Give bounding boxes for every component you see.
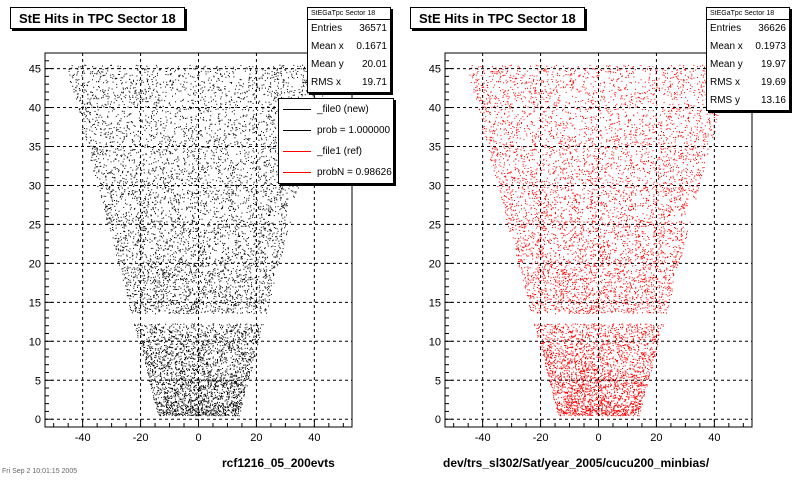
x-tick-label: 20 xyxy=(650,432,662,444)
x-tick-label: 0 xyxy=(195,432,201,444)
y-tick-label: 5 xyxy=(35,375,41,387)
x-tick-label: -40 xyxy=(475,432,491,444)
y-tick-label: 0 xyxy=(35,414,41,426)
right-stats-header: StEGaTpc Sector 18 xyxy=(707,8,789,20)
y-tick-label: 25 xyxy=(29,219,41,231)
axes: -40 -20 0 20 40 0 5 10 15 20 25 30 35 40 45 xyxy=(429,60,744,444)
y-tick-label: 20 xyxy=(429,258,441,270)
right-stats-meany: Mean y 19.97 xyxy=(710,59,786,70)
x-tick-label: 20 xyxy=(250,432,262,444)
x-tick-label: 0 xyxy=(595,432,601,444)
y-tick-label: 40 xyxy=(29,103,41,115)
left-chart-title: StE Hits in TPC Sector 18 xyxy=(10,7,185,29)
legend-entry-prob: prob = 1.000000 xyxy=(279,120,393,141)
left-stats-rmsx: RMS x 19.71 xyxy=(311,77,387,88)
grid xyxy=(445,53,752,427)
x-tick-label: 40 xyxy=(708,432,720,444)
left-stats-box: StEGaTpc Sector 18 Entries 36571 Mean x 0.… xyxy=(307,7,391,93)
left-stats-meany: Mean y 20.01 xyxy=(311,59,387,70)
y-tick-label: 5 xyxy=(435,375,441,387)
right-x-caption: dev/trs_sl302/Sat/year_2005/cucu200_minb… xyxy=(443,456,710,470)
right-stats-entries: Entries 36626 xyxy=(710,23,786,34)
left-x-caption: rcf1216_05_200evts xyxy=(222,456,335,470)
y-tick-label: 45 xyxy=(429,64,441,76)
right-stats-meanx: Mean x 0.1973 xyxy=(710,41,786,52)
left-legend: _file0 (new) prob = 1.000000 _file1 (ref… xyxy=(278,98,394,184)
y-tick-label: 15 xyxy=(429,297,441,309)
legend-entry-file1: _file1 (ref) xyxy=(279,141,393,162)
timestamp: Fri Sep 2 10:01:15 2005 xyxy=(2,468,78,475)
left-stats-meanx: Mean x 0.1671 xyxy=(311,41,387,52)
x-tick-label: -20 xyxy=(133,432,149,444)
y-tick-label: 10 xyxy=(429,336,441,348)
y-tick-label: 15 xyxy=(29,297,41,309)
y-tick-label: 35 xyxy=(429,142,441,154)
legend-entry-probn: probN = 0.98626 xyxy=(279,162,393,183)
y-tick-label: 30 xyxy=(429,180,441,192)
x-tick-label: -40 xyxy=(75,432,91,444)
right-stats-box: StEGaTpc Sector 18 Entries 36626 Mean x 0.… xyxy=(706,7,790,111)
x-tick-label: 40 xyxy=(308,432,320,444)
y-tick-label: 45 xyxy=(29,64,41,76)
y-tick-label: 0 xyxy=(435,414,441,426)
y-tick-label: 25 xyxy=(429,219,441,231)
y-tick-label: 35 xyxy=(29,142,41,154)
y-tick-label: 10 xyxy=(29,336,41,348)
axes: -40 -20 0 20 40 0 5 10 15 20 25 30 35 40 45 xyxy=(29,60,344,444)
left-stats-entries: Entries 36571 xyxy=(311,23,387,34)
legend-entry-file0: _file0 (new) xyxy=(279,99,393,120)
x-tick-label: -20 xyxy=(533,432,549,444)
right-stats-rmsy: RMS y 13.16 xyxy=(710,95,786,106)
left-stats-header: StEGaTpc Sector 18 xyxy=(308,8,390,20)
chart-panel-1: -40 -20 0 20 40 0 5 10 15 20 25 30 35 40 45 xyxy=(429,52,753,444)
right-stats-rmsx: RMS x 19.69 xyxy=(710,77,786,88)
y-tick-label: 30 xyxy=(29,180,41,192)
right-chart-title: StE Hits in TPC Sector 18 xyxy=(410,7,585,29)
y-tick-label: 40 xyxy=(429,103,441,115)
y-tick-label: 20 xyxy=(29,258,41,270)
